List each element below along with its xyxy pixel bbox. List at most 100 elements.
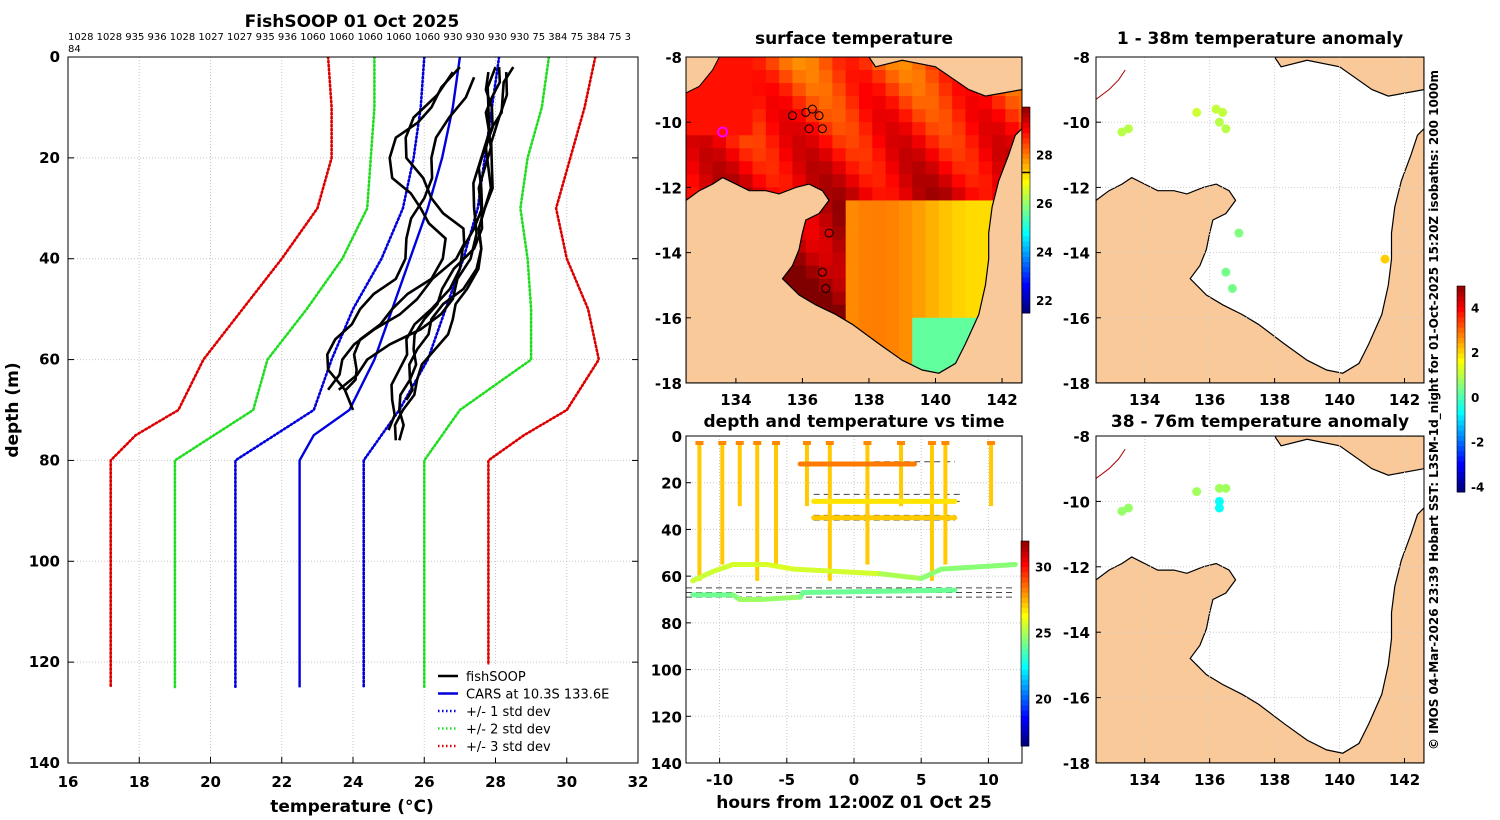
- anomaly-shallow-frame: [1095, 56, 1425, 384]
- profile-x-tick-label: 32: [628, 773, 649, 791]
- sst-cell: [978, 200, 993, 215]
- sst-cell: [699, 148, 714, 162]
- anomaly-shallow-x-tick-label: 140: [1324, 391, 1355, 409]
- anomaly-colorbar-segment: [1457, 404, 1465, 411]
- sst-cell: [952, 317, 967, 332]
- anomaly-colorbar-segment: [1457, 358, 1465, 364]
- sst-cell: [765, 148, 780, 162]
- profile-y-tick-label: 80: [39, 451, 60, 469]
- anomaly-shallow-y-tick-label: -18: [1063, 375, 1090, 393]
- sst-cell: [912, 109, 927, 123]
- sst-station-circle: [814, 111, 824, 121]
- sst-cell: [832, 200, 847, 215]
- sst-cell: [752, 57, 767, 71]
- profile-x-axis-label: temperature (°C): [270, 797, 434, 817]
- anomaly-shallow-anomaly-point: [1218, 107, 1228, 117]
- anomaly-colorbar-segment: [1457, 450, 1465, 457]
- sst-colorbar-segment: [1022, 179, 1030, 185]
- sst-cell: [965, 135, 980, 149]
- sst-cell: [858, 122, 873, 136]
- std3-lower-line: [109, 57, 333, 689]
- sst-cell: [952, 239, 967, 254]
- anomaly-shallow-x-tick-label: 136: [1194, 391, 1225, 409]
- timeseries-colorbar-segment: [1021, 633, 1029, 639]
- sst-cell: [792, 109, 807, 123]
- sst-cell: [885, 83, 900, 97]
- sst-cell: [885, 265, 900, 280]
- sst-cell: [952, 213, 967, 228]
- sst-cell: [858, 200, 873, 215]
- anomaly-colorbar-segment: [1457, 311, 1465, 318]
- sst-cell: [832, 239, 847, 254]
- sst-colorbar-segment: [1022, 117, 1030, 123]
- timeseries-colorbar-segment: [1021, 674, 1029, 680]
- sst-cell: [845, 148, 860, 162]
- sst-cell: [792, 70, 807, 84]
- sst-colorbar-segment: [1022, 127, 1030, 134]
- sst-cell: [739, 122, 754, 136]
- anomaly-deep-y-tick-label: -10: [1063, 493, 1090, 511]
- sst-cell: [885, 291, 900, 306]
- sst-cell: [779, 83, 794, 97]
- sst-cell: [699, 174, 714, 188]
- sst-cell: [752, 161, 767, 175]
- sst-cell: [725, 57, 740, 71]
- sst-cell: [832, 187, 847, 202]
- sst-cell: [858, 317, 873, 332]
- sst-cell: [925, 200, 940, 215]
- sst-cell: [779, 122, 794, 136]
- anomaly-deep-anomaly-point: [1221, 483, 1231, 493]
- anomaly-colorbar-segment: [1457, 466, 1465, 472]
- sst-x-tick-label: 138: [853, 391, 884, 409]
- sst-cell: [872, 291, 887, 306]
- sst-title: surface temperature: [755, 29, 953, 49]
- anomaly-colorbar-segment: [1457, 363, 1465, 369]
- profile-x-tick-label: 28: [485, 773, 506, 791]
- sst-cell: [898, 291, 913, 306]
- sst-cell: [978, 161, 993, 175]
- sst-cell: [739, 70, 754, 84]
- sst-cell: [686, 109, 700, 123]
- timeseries-x-axis-label: hours from 12:00Z 01 Oct 25: [716, 793, 992, 813]
- timeseries-colorbar-segment: [1021, 735, 1029, 742]
- sst-cell: [858, 213, 873, 228]
- sst-cell: [925, 252, 940, 267]
- sst-cell: [858, 148, 873, 162]
- sst-panel: 134 136 138 140 142 -8 -10 -12 -14 -16 -18 surface …: [655, 29, 1053, 409]
- sst-cell: [805, 148, 820, 162]
- sst-y-tick-label: -16: [655, 310, 682, 328]
- anomaly-colorbar-segment: [1457, 440, 1465, 447]
- timeseries-colorbar-segment: [1021, 740, 1029, 747]
- timeseries-colorbar-tick-label: 30: [1035, 560, 1052, 574]
- sst-cell: [992, 109, 1006, 123]
- sst-cell: [912, 291, 927, 306]
- sst-cell: [938, 109, 953, 123]
- anomaly-colorbar-segment: [1457, 373, 1465, 380]
- timeseries-colorbar-segment: [1021, 648, 1029, 655]
- sst-cell: [765, 109, 780, 123]
- sst-y-tick-label: -8: [665, 49, 682, 67]
- anomaly-deep-y-tick-label: -8: [1073, 428, 1090, 446]
- sst-cell: [938, 96, 953, 110]
- sst-cell: [925, 135, 940, 149]
- sst-cell: [965, 122, 980, 136]
- sst-cell: [805, 278, 820, 293]
- sst-cell: [898, 278, 913, 293]
- sst-cell: [832, 57, 847, 71]
- sst-cell: [925, 239, 940, 254]
- sst-colorbar-tick-label: 26: [1036, 197, 1053, 211]
- sst-colorbar-segment: [1022, 137, 1030, 144]
- anomaly-shallow-x-tick-label: 134: [1129, 391, 1160, 409]
- sst-cell: [885, 174, 900, 188]
- timeseries-colorbar-segment: [1021, 576, 1029, 583]
- sst-cell: [885, 278, 900, 293]
- sst-cell: [845, 57, 860, 71]
- sst-y-tick-label: -12: [655, 179, 682, 197]
- sst-cell: [792, 96, 807, 110]
- sst-cell: [1005, 122, 1020, 136]
- timeseries-colorbar-segment: [1021, 694, 1029, 701]
- sst-cell: [965, 174, 980, 188]
- sst-cell: [792, 278, 807, 293]
- timeseries-colorbar-segment: [1021, 582, 1029, 588]
